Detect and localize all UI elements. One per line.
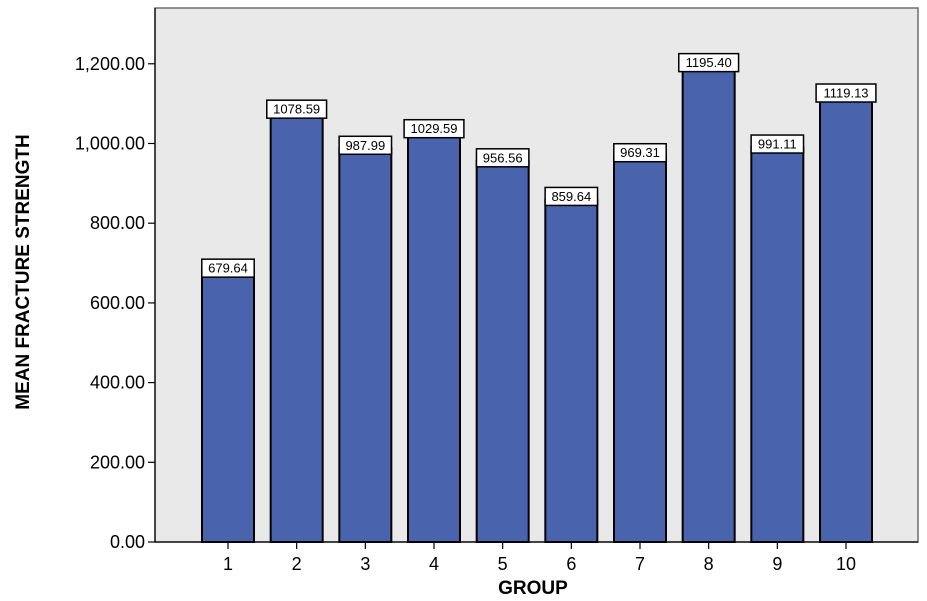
- bar: [407, 130, 461, 543]
- data-labels: 679.64 1078.59 987.99 1029.59 956.56 859.64 96…: [201, 52, 877, 278]
- y-tick-label: 600.00: [90, 293, 145, 313]
- x-tick-label: 7: [635, 554, 645, 574]
- y-tick-label: 800.00: [90, 213, 145, 233]
- data-label: 859.64: [551, 189, 591, 204]
- x-tick-label: 9: [772, 554, 782, 574]
- y-tick-label: 200.00: [90, 452, 145, 472]
- data-label: 969.31: [620, 145, 660, 160]
- data-label-box: [750, 134, 805, 154]
- data-label-box: [544, 186, 599, 207]
- data-label-box: [475, 148, 530, 168]
- x-axis: 1 2 3 4 5 6 7 8 9 10: [155, 541, 918, 574]
- y-axis: 0.00 200.00 400.00 600.00 800.00 1,000.00 1,20…: [75, 8, 156, 552]
- bar: [338, 147, 393, 543]
- x-tick-label: 3: [360, 554, 370, 574]
- y-tick-label: 1,200.00: [75, 54, 145, 74]
- bar: [544, 198, 599, 544]
- data-label: 1195.40: [686, 55, 732, 70]
- data-label-box: [613, 142, 667, 163]
- data-label-box: [201, 258, 255, 278]
- data-label: 987.99: [345, 138, 385, 153]
- bar-series: [201, 64, 873, 544]
- data-label-box: [678, 52, 740, 73]
- data-label: 991.11: [758, 137, 797, 152]
- bar: [681, 64, 736, 543]
- x-tick-label: 2: [292, 554, 302, 574]
- bar: [475, 159, 530, 543]
- data-label-box: [815, 83, 877, 103]
- data-label: 956.56: [483, 150, 523, 165]
- y-tick-label: 1,000.00: [75, 133, 145, 153]
- y-axis-title: MEAN FRACTURE STRENGTH: [13, 134, 34, 410]
- data-label-box: [338, 135, 393, 156]
- x-tick-label: 8: [704, 554, 714, 574]
- bar: [269, 111, 324, 544]
- y-tick-label: 400.00: [90, 373, 145, 393]
- x-tick-label: 1: [223, 554, 233, 574]
- y-tick-label: 0.00: [110, 532, 145, 552]
- x-tick-label: 6: [566, 554, 576, 574]
- bar: [750, 146, 805, 543]
- bar: [819, 95, 873, 543]
- x-tick-label: 4: [429, 554, 439, 574]
- x-tick-label: 5: [498, 554, 508, 574]
- bar: [613, 154, 667, 544]
- data-label: 1119.13: [823, 86, 868, 101]
- data-label: 1029.59: [411, 121, 458, 136]
- data-label: 1078.59: [273, 102, 320, 117]
- data-label: 679.64: [208, 261, 248, 276]
- data-label-box: [403, 118, 465, 139]
- bar: [201, 270, 255, 543]
- x-axis-title: GROUP: [498, 578, 568, 599]
- x-tick-label: 10: [836, 554, 856, 574]
- data-label-box: [266, 99, 328, 119]
